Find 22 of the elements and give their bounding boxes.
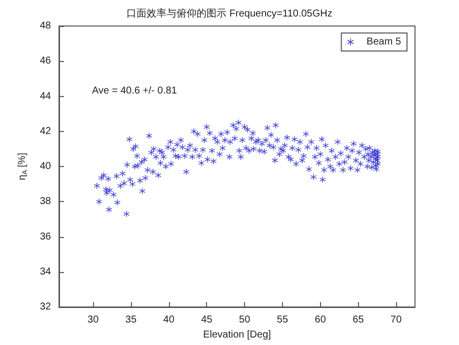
- y-tick-label: 38: [40, 196, 52, 208]
- x-tick-label: 45: [201, 314, 213, 326]
- y-tick-label: 48: [40, 20, 52, 32]
- x-tick-label: 35: [125, 314, 137, 326]
- chart-title: 口面效率与俯仰的图示 Frequency=110.05GHz: [126, 8, 332, 20]
- x-tick-label: 55: [276, 314, 288, 326]
- x-tick-label: 60: [314, 314, 326, 326]
- y-tick-label: 42: [40, 126, 52, 137]
- x-tick-label: 65: [352, 314, 364, 326]
- legend-label: Beam 5: [366, 36, 402, 48]
- x-tick-label: 30: [88, 314, 100, 326]
- x-tick-label: 70: [390, 314, 402, 326]
- x-tick-label: 40: [163, 314, 175, 326]
- annotation: Ave = 40.6 +/- 0.81: [92, 86, 178, 96]
- y-tick-label: 40: [40, 161, 52, 172]
- y-tick-label: 34: [40, 266, 52, 278]
- y-tick-label: 44: [40, 90, 52, 102]
- x-axis-title: Elevation [Deg]: [203, 329, 272, 340]
- y-tick-label: 46: [40, 56, 52, 67]
- y-tick-label: 36: [40, 231, 52, 242]
- y-tick-label: 32: [40, 302, 52, 312]
- x-tick-label: 50: [239, 314, 251, 326]
